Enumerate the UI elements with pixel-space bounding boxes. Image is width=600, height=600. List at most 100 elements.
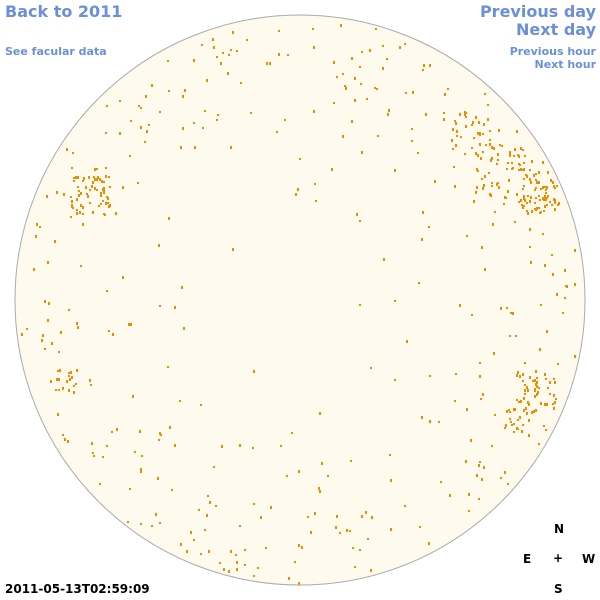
facula xyxy=(58,378,60,381)
facula xyxy=(139,430,141,433)
facula xyxy=(479,132,481,135)
facula xyxy=(71,376,73,379)
facula xyxy=(344,85,346,87)
facula xyxy=(491,146,493,149)
facula xyxy=(71,201,73,203)
facula xyxy=(552,181,554,184)
facula xyxy=(544,205,546,208)
facula xyxy=(230,550,232,553)
previous-hour-link[interactable]: Previous hour xyxy=(509,45,596,58)
previous-day-link[interactable]: Previous day xyxy=(479,2,596,21)
facula xyxy=(64,438,66,441)
facula xyxy=(491,185,493,187)
facula xyxy=(137,182,139,184)
facula xyxy=(540,402,542,405)
facula xyxy=(92,211,94,214)
facula xyxy=(82,223,84,226)
facula xyxy=(383,258,385,261)
facula xyxy=(105,132,107,134)
facula xyxy=(472,121,474,124)
facula xyxy=(404,505,406,507)
facula xyxy=(346,529,348,532)
facula xyxy=(538,171,540,174)
facula xyxy=(200,404,202,406)
facular-link[interactable]: See facular data xyxy=(5,45,107,58)
facula xyxy=(319,490,321,493)
facula xyxy=(253,370,255,373)
facula xyxy=(546,204,548,206)
next-hour-link[interactable]: Next hour xyxy=(534,58,597,71)
facula xyxy=(523,178,525,180)
facula xyxy=(227,72,229,75)
facula xyxy=(99,178,101,181)
facula xyxy=(481,246,483,249)
facula xyxy=(468,493,470,496)
facula xyxy=(389,454,391,456)
facula xyxy=(44,300,46,303)
facula xyxy=(36,223,38,226)
facula xyxy=(501,145,503,147)
facula xyxy=(102,200,104,202)
facula xyxy=(523,168,525,171)
facula xyxy=(129,488,131,490)
facula xyxy=(524,155,526,157)
facula xyxy=(459,113,461,116)
facula xyxy=(545,198,547,201)
facula xyxy=(68,372,70,374)
facula xyxy=(521,204,523,206)
facula xyxy=(482,151,484,153)
facula xyxy=(553,185,555,188)
facula xyxy=(93,455,95,457)
facula xyxy=(551,254,553,256)
facula xyxy=(394,379,396,381)
facula xyxy=(490,159,492,162)
facula xyxy=(160,434,162,436)
facula xyxy=(546,403,548,406)
facula xyxy=(67,440,69,443)
facula xyxy=(538,195,540,197)
facula xyxy=(464,114,466,116)
back-link[interactable]: Back to 2011 xyxy=(5,2,123,21)
facula xyxy=(77,176,79,179)
facula xyxy=(479,375,481,378)
facula xyxy=(94,168,96,171)
facula xyxy=(42,334,44,337)
facula xyxy=(520,400,522,403)
facula xyxy=(151,84,153,87)
facula xyxy=(58,351,60,353)
facula xyxy=(492,223,494,226)
facula xyxy=(505,424,507,427)
facula xyxy=(513,431,515,433)
facula xyxy=(543,210,545,212)
facula xyxy=(440,481,442,483)
facula xyxy=(144,141,146,143)
facula xyxy=(174,306,176,309)
facula xyxy=(387,113,389,116)
facula xyxy=(438,421,440,423)
facula xyxy=(232,31,234,34)
facula xyxy=(140,468,142,471)
facula xyxy=(526,175,528,178)
facula xyxy=(200,553,202,555)
facula xyxy=(479,134,481,136)
facula xyxy=(509,154,511,157)
facula xyxy=(100,192,102,195)
facula xyxy=(331,168,333,171)
facula xyxy=(158,244,160,247)
facula xyxy=(108,330,110,332)
facula xyxy=(107,197,109,200)
facula xyxy=(481,178,483,180)
facula xyxy=(96,189,98,191)
facula xyxy=(460,136,462,138)
facula xyxy=(454,120,456,122)
next-day-link[interactable]: Next day xyxy=(516,20,596,39)
facula xyxy=(524,393,526,395)
facula xyxy=(180,146,182,149)
facula xyxy=(447,88,449,90)
facula xyxy=(319,412,321,415)
facula xyxy=(513,423,515,425)
facula xyxy=(212,38,214,41)
facula xyxy=(361,515,363,518)
facula xyxy=(478,121,480,124)
facula xyxy=(535,370,537,373)
